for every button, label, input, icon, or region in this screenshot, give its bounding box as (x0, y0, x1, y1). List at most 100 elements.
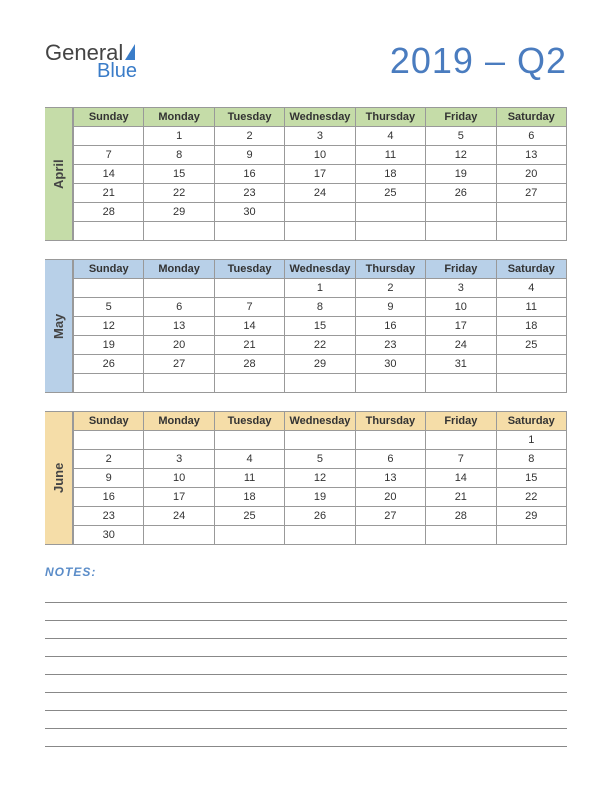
day-cell: 8 (144, 146, 214, 165)
day-cell: 14 (74, 165, 144, 184)
day-cell: 24 (285, 184, 355, 203)
week-row: 19202122232425 (74, 336, 567, 355)
month-block: AprilSundayMondayTuesdayWednesdayThursda… (45, 107, 567, 241)
day-cell (74, 127, 144, 146)
day-cell: 2 (214, 127, 284, 146)
day-cell: 17 (285, 165, 355, 184)
day-header: Saturday (496, 412, 566, 431)
day-cell: 11 (355, 146, 425, 165)
day-header: Tuesday (214, 108, 284, 127)
day-header: Tuesday (214, 260, 284, 279)
day-cell (496, 203, 566, 222)
month-block: JuneSundayMondayTuesdayWednesdayThursday… (45, 411, 567, 545)
note-line (45, 621, 567, 639)
day-cell: 10 (144, 469, 214, 488)
week-row: 2345678 (74, 450, 567, 469)
day-cell: 19 (74, 336, 144, 355)
day-cell: 13 (355, 469, 425, 488)
day-header: Saturday (496, 260, 566, 279)
day-cell: 16 (214, 165, 284, 184)
week-row: 21222324252627 (74, 184, 567, 203)
day-cell (496, 355, 566, 374)
day-cell: 11 (214, 469, 284, 488)
day-cell: 7 (426, 450, 496, 469)
day-cell: 23 (214, 184, 284, 203)
month-block: MaySundayMondayTuesdayWednesdayThursdayF… (45, 259, 567, 393)
day-cell: 19 (285, 488, 355, 507)
day-header: Wednesday (285, 260, 355, 279)
day-cell (214, 222, 284, 241)
day-header: Friday (426, 412, 496, 431)
day-header: Sunday (74, 412, 144, 431)
note-line (45, 639, 567, 657)
day-cell: 16 (74, 488, 144, 507)
day-cell (144, 279, 214, 298)
day-cell: 20 (355, 488, 425, 507)
logo-icon (125, 44, 135, 60)
day-cell (355, 431, 425, 450)
day-cell: 24 (144, 507, 214, 526)
day-cell: 13 (144, 317, 214, 336)
day-cell: 28 (74, 203, 144, 222)
week-row (74, 222, 567, 241)
day-cell (426, 526, 496, 545)
week-row: 14151617181920 (74, 165, 567, 184)
day-header: Sunday (74, 108, 144, 127)
day-cell (355, 222, 425, 241)
day-header: Wednesday (285, 108, 355, 127)
day-cell: 29 (496, 507, 566, 526)
day-cell (74, 222, 144, 241)
day-cell (144, 222, 214, 241)
day-cell: 13 (496, 146, 566, 165)
day-cell: 18 (214, 488, 284, 507)
month-label: May (45, 259, 73, 393)
week-row: 23242526272829 (74, 507, 567, 526)
day-header: Thursday (355, 108, 425, 127)
day-cell (144, 526, 214, 545)
day-cell: 9 (355, 298, 425, 317)
day-cell: 7 (74, 146, 144, 165)
day-cell: 14 (426, 469, 496, 488)
header: General Blue 2019 – Q2 (45, 40, 567, 82)
day-cell: 12 (74, 317, 144, 336)
week-row: 567891011 (74, 298, 567, 317)
day-cell: 8 (285, 298, 355, 317)
day-cell: 28 (426, 507, 496, 526)
day-cell (214, 374, 284, 393)
day-header: Monday (144, 260, 214, 279)
day-cell: 23 (74, 507, 144, 526)
day-cell: 22 (496, 488, 566, 507)
day-cell: 16 (355, 317, 425, 336)
page-title: 2019 – Q2 (390, 40, 567, 82)
week-row: 30 (74, 526, 567, 545)
day-cell: 5 (285, 450, 355, 469)
day-cell: 20 (496, 165, 566, 184)
day-header: Sunday (74, 260, 144, 279)
day-cell (426, 203, 496, 222)
week-row: 1 (74, 431, 567, 450)
day-cell: 9 (74, 469, 144, 488)
week-row: 12131415161718 (74, 317, 567, 336)
day-cell (285, 431, 355, 450)
day-cell: 5 (426, 127, 496, 146)
day-cell: 25 (214, 507, 284, 526)
day-cell (285, 374, 355, 393)
notes-lines (45, 585, 567, 747)
day-cell (74, 431, 144, 450)
day-cell (355, 374, 425, 393)
week-row: 282930 (74, 203, 567, 222)
day-cell (496, 526, 566, 545)
day-cell: 21 (214, 336, 284, 355)
note-line (45, 729, 567, 747)
day-cell: 1 (496, 431, 566, 450)
day-cell: 29 (144, 203, 214, 222)
day-cell: 18 (496, 317, 566, 336)
day-header: Friday (426, 260, 496, 279)
day-cell (355, 526, 425, 545)
note-line (45, 657, 567, 675)
note-line (45, 585, 567, 603)
day-header: Saturday (496, 108, 566, 127)
day-cell (144, 374, 214, 393)
note-line (45, 603, 567, 621)
day-cell (214, 279, 284, 298)
